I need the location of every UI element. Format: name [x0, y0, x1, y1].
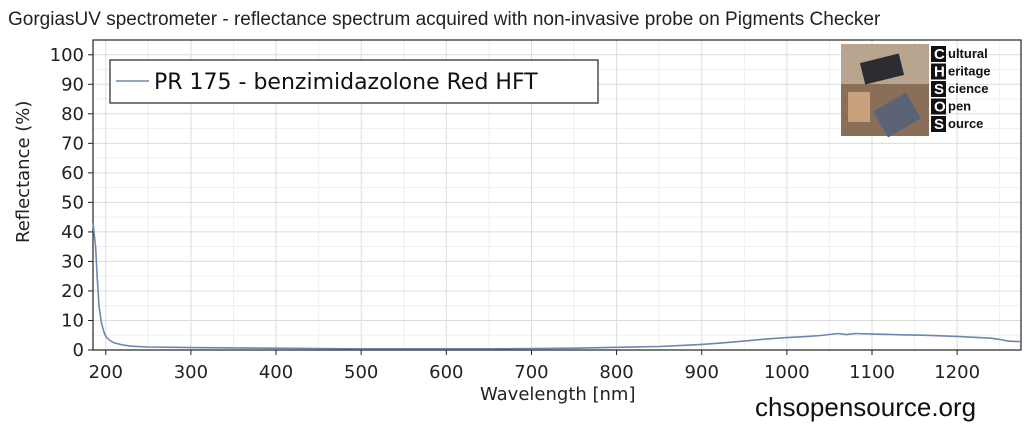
logo-word: eritage — [948, 64, 991, 79]
y-tick-label: 40 — [61, 222, 84, 243]
legend: PR 175 - benzimidazolone Red HFT — [109, 59, 599, 104]
logo-letter: S — [934, 116, 944, 133]
x-tick-label: 800 — [599, 362, 633, 383]
series-layer — [92, 222, 1022, 350]
logo-letter: O — [934, 99, 946, 116]
x-tick-label: 300 — [174, 362, 208, 383]
y-tick-label: 0 — [73, 340, 84, 361]
legend-label: PR 175 - benzimidazolone Red HFT — [154, 70, 538, 95]
website-label: chsopensource.org — [755, 392, 976, 422]
logo-letter-box — [931, 46, 946, 62]
y-tick-label: 90 — [61, 74, 84, 95]
x-tick-label: 900 — [685, 362, 719, 383]
y-axis-label: Reflectance (%) — [13, 101, 34, 243]
y-tick-label: 60 — [61, 163, 84, 184]
x-tick-label: 500 — [344, 362, 378, 383]
logo-word: cience — [948, 81, 988, 96]
logo-letter-box — [931, 116, 946, 132]
x-tick-labels: 200 300 400 500 600 700 800 900 1000 1100 1200 — [89, 350, 980, 383]
x-tick-label: 200 — [89, 362, 123, 383]
x-tick-label: 1100 — [849, 362, 895, 383]
logo-letter-box — [931, 98, 946, 115]
y-tick-label: 10 — [61, 310, 84, 331]
logo-letter: C — [934, 46, 945, 63]
chart-title: GorgiasUV spectrometer - reflectance spe… — [8, 9, 881, 30]
plot-frame — [92, 39, 1022, 351]
logo-word: ource — [948, 116, 983, 131]
y-tick-label: 80 — [61, 104, 84, 125]
logo-letter: S — [934, 81, 944, 98]
x-tick-label: 700 — [514, 362, 548, 383]
logo-word: ultural — [948, 46, 988, 61]
logo-letter: H — [934, 64, 945, 81]
y-tick-label: 20 — [61, 281, 84, 302]
y-tick-label: 70 — [61, 133, 84, 154]
x-axis-label: Wavelength [nm] — [480, 384, 636, 405]
y-tick-labels: 0 10 20 30 40 50 60 70 80 90 100 — [50, 45, 93, 361]
logo-word: pen — [948, 99, 971, 114]
x-tick-label: 400 — [259, 362, 293, 383]
logo-letter-box — [931, 63, 946, 80]
x-tick-label: 1200 — [934, 362, 980, 383]
y-tick-label: 100 — [50, 45, 84, 66]
series-line-reflectance — [92, 222, 1022, 350]
x-tick-label: 600 — [429, 362, 463, 383]
logo-letter-box — [931, 81, 946, 97]
y-tick-label: 50 — [61, 192, 84, 213]
y-tick-label: 30 — [61, 251, 84, 272]
x-tick-label: 1000 — [764, 362, 810, 383]
legend-box — [109, 59, 599, 104]
